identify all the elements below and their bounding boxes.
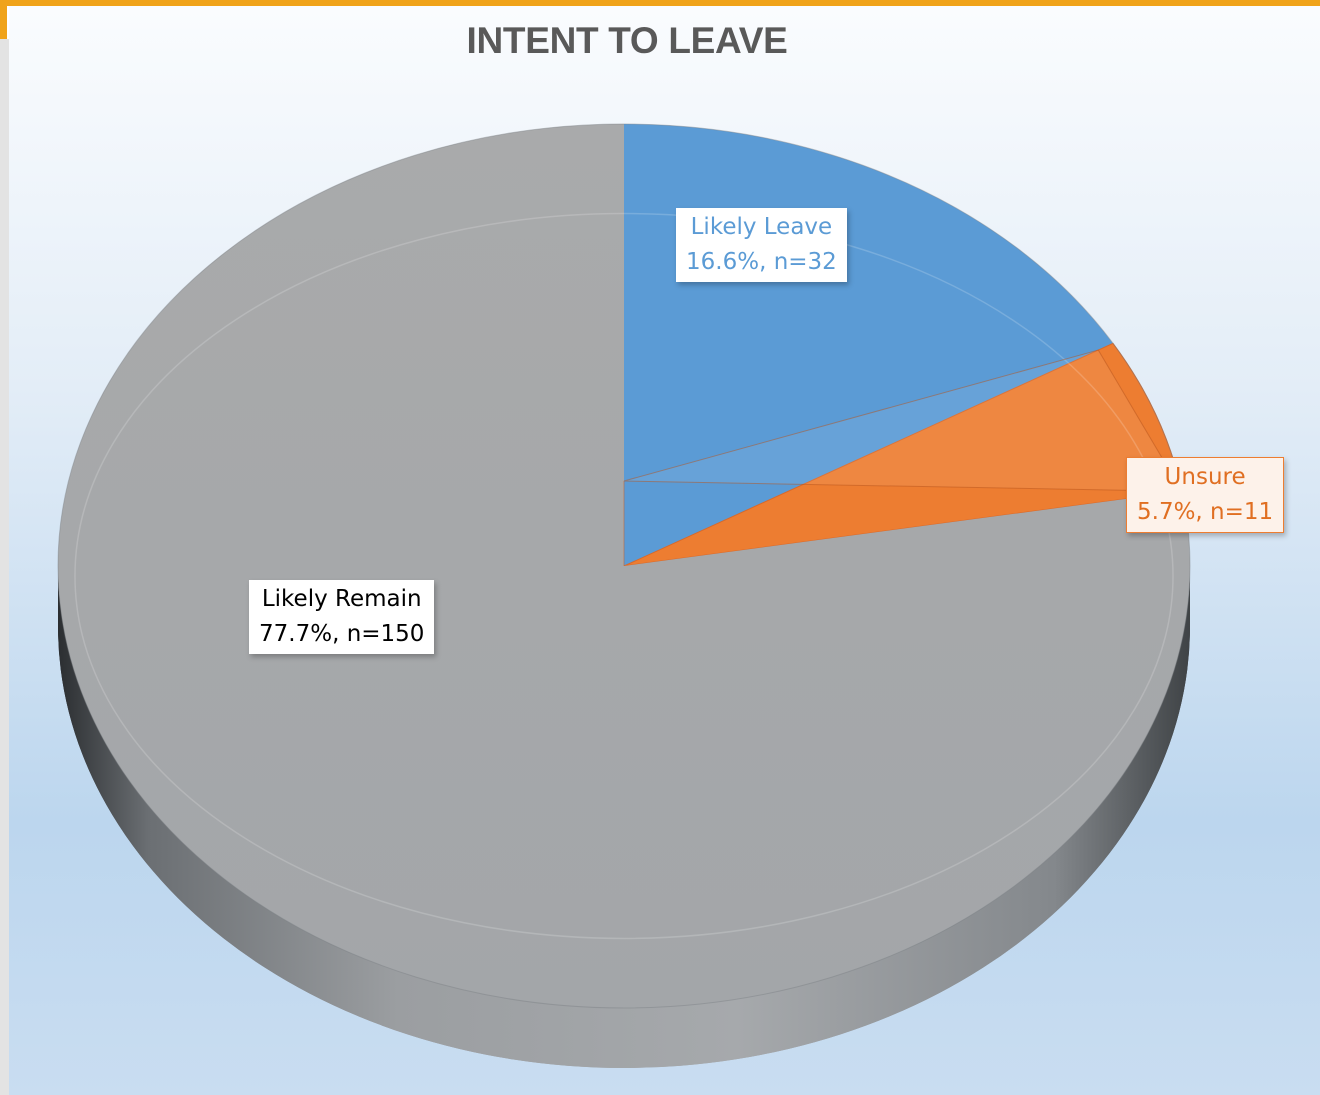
pie-rim [57,123,1191,1009]
pie-inner-ring [74,212,1174,940]
data-label-likely-leave: Likely Leave 16.6%, n=32 [676,208,847,282]
chart-title: INTENT TO LEAVE [466,20,788,61]
data-label-likely-leave-value: 16.6%, n=32 [686,249,837,275]
pie-chart[interactable] [9,6,1320,1095]
data-label-likely-remain-name: Likely Remain [261,586,422,612]
data-label-likely-leave-name: Likely Leave [690,214,833,240]
data-label-likely-remain: Likely Remain 77.7%, n=150 [249,580,435,654]
pie-decoration [57,123,1191,1009]
chart-area[interactable]: INTENT TO LEAVE Li [9,6,1320,1095]
data-label-unsure-value: 5.7%, n=11 [1137,499,1274,525]
accent-top-bar [0,0,1320,6]
data-label-unsure: Unsure 5.7%, n=11 [1126,457,1285,533]
data-label-unsure-name: Unsure [1164,464,1246,490]
unsure-slice-facet [623,349,1183,492]
accent-side-bar [0,6,7,39]
left-rail [0,39,9,1095]
data-label-likely-remain-value: 77.7%, n=150 [259,621,425,647]
